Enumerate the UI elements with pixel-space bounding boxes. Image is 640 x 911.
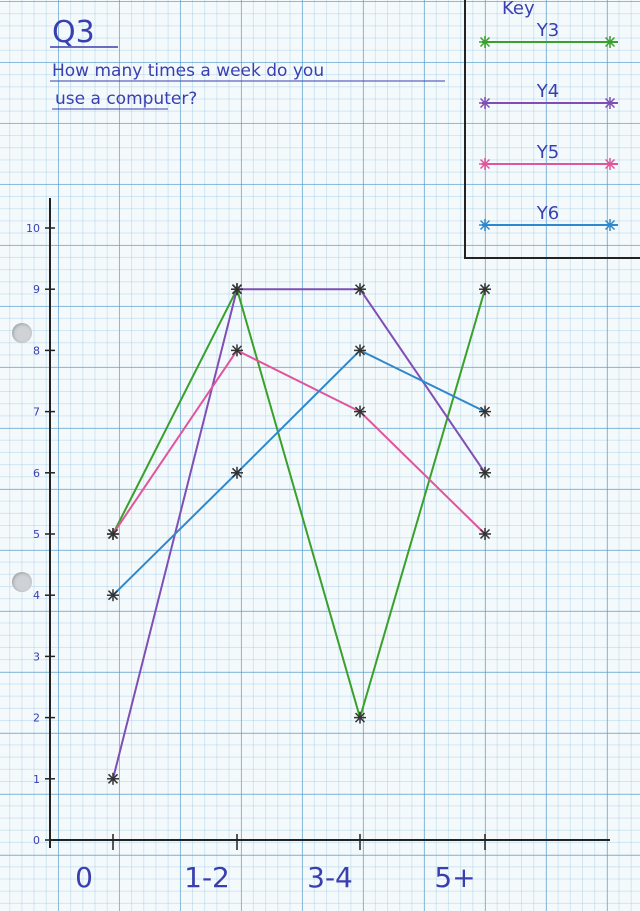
series-line-y3	[112, 288, 486, 719]
legend-marker	[604, 158, 616, 170]
series-line-y6	[112, 349, 486, 596]
legend-label-y3: Y3	[536, 20, 559, 41]
y-tick-label: 3	[33, 650, 40, 663]
y-tick-label: 5	[33, 528, 40, 541]
y-tick-label: 8	[33, 344, 40, 357]
y-tick-label: 0	[33, 834, 40, 847]
data-point-y6	[107, 589, 119, 602]
data-point-y6	[354, 344, 366, 357]
legend-label-y4: Y4	[536, 81, 559, 102]
series-line-y5	[112, 349, 486, 535]
series-points	[107, 283, 491, 785]
y-tick-label: 2	[33, 712, 40, 725]
data-point-y5	[479, 528, 491, 540]
y-tick-label: 7	[33, 406, 40, 419]
subtitle-line-2: use a computer?	[55, 89, 197, 109]
data-point-y6	[231, 466, 243, 479]
legend-marker	[479, 158, 491, 170]
data-point-y6	[479, 405, 491, 418]
subtitle-group: How many times a week do you use a comput…	[50, 61, 445, 110]
x-ticks: 0 1-2 3-4 5+	[75, 834, 486, 894]
y-tick-label: 6	[33, 467, 40, 480]
axes	[49, 198, 610, 848]
legend-box	[464, 0, 640, 259]
legend-marker	[479, 97, 491, 109]
legend-marker	[604, 97, 616, 109]
data-point-y5	[231, 344, 243, 357]
x-tick-label: 1-2	[184, 861, 230, 894]
data-point-y5	[107, 528, 119, 540]
x-tick-label: 3-4	[307, 861, 353, 894]
subtitle-line-1: How many times a week do you	[52, 61, 324, 81]
legend-title: Key	[502, 0, 535, 19]
legend-marker	[604, 36, 616, 48]
y-tick-label: 10	[26, 222, 40, 235]
y-tick-label: 1	[33, 773, 40, 786]
title-group: Q3	[50, 15, 118, 50]
y-tick-label: 4	[33, 589, 40, 602]
data-point-y4	[479, 466, 491, 479]
chart-title: Q3	[52, 15, 95, 50]
x-tick-label: 5+	[434, 861, 475, 894]
legend-label-y5: Y5	[536, 142, 559, 163]
data-point-y4	[231, 283, 243, 296]
data-point-y4	[354, 283, 366, 296]
y-tick-label: 9	[33, 283, 40, 296]
data-point-y3	[354, 711, 366, 724]
punch-hole-upper	[12, 323, 32, 343]
y-ticks: 0 1 2 3 4 5 6 7 8 9 10	[26, 222, 55, 847]
data-point-y4	[107, 772, 119, 785]
legend-marker	[604, 219, 616, 231]
data-point-y3	[479, 283, 491, 296]
legend-marker	[479, 219, 491, 231]
series-line-y4	[112, 288, 486, 780]
legend: Key Y3 Y4 Y5 Y6	[464, 0, 640, 259]
x-tick-label: 0	[75, 861, 93, 894]
data-point-y5	[354, 405, 366, 418]
punch-hole-lower	[12, 572, 32, 592]
series-lines	[112, 288, 486, 780]
legend-label-y6: Y6	[536, 203, 559, 224]
legend-marker	[479, 36, 491, 48]
